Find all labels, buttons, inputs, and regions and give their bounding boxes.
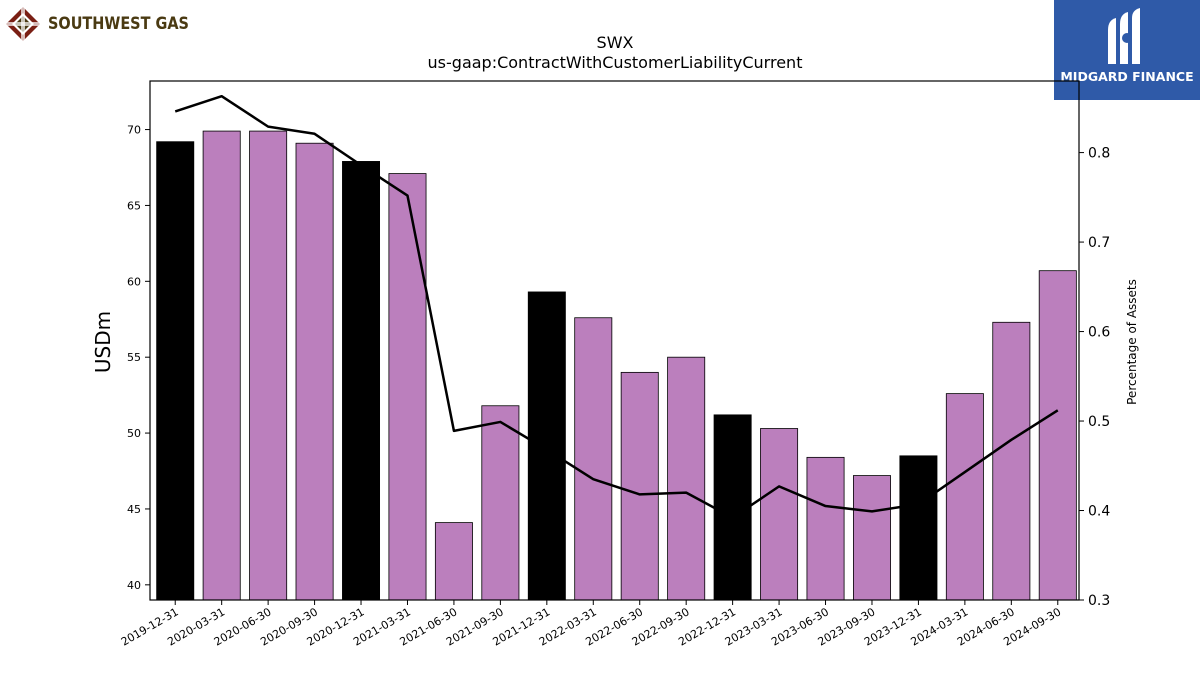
bar-2021-09-30 xyxy=(481,405,520,601)
y2-tick-label: 0.3 xyxy=(1088,593,1110,609)
midgard-finance-logo: MIDGARD FINANCE xyxy=(1054,0,1200,100)
y2-tick-label: 0.4 xyxy=(1088,504,1110,520)
southwest-gas-emblem-icon xyxy=(6,7,40,41)
y-tick-label: 45 xyxy=(127,503,141,516)
bar-2021-03-31 xyxy=(388,173,427,601)
bar-2022-09-30 xyxy=(667,356,706,601)
y2-tick-label: 0.7 xyxy=(1088,235,1110,251)
y-axis-label: USDm xyxy=(91,311,115,373)
bar-2024-09-30 xyxy=(1038,270,1077,601)
y-tick-label: 60 xyxy=(127,275,141,288)
bar-2023-06-30 xyxy=(806,456,845,601)
bar-2023-09-30 xyxy=(852,475,891,601)
bar-2022-03-31 xyxy=(574,317,613,601)
bar-2019-12-31 xyxy=(156,141,195,601)
y2-axis-label: Percentage of Assets xyxy=(1125,279,1139,405)
bar-2023-03-31 xyxy=(760,428,799,601)
y-tick-label: 40 xyxy=(127,579,141,592)
chart-subtitle: us-gaap:ContractWithCustomerLiabilityCur… xyxy=(428,53,803,72)
bar-2020-12-31 xyxy=(342,161,381,601)
y-tick-label: 70 xyxy=(127,124,141,137)
plot-frame xyxy=(149,80,1080,601)
y-tick-label: 55 xyxy=(127,351,141,364)
y-tick-label: 65 xyxy=(127,199,141,212)
bar-2024-06-30 xyxy=(992,321,1031,601)
y2-tick-label: 0.8 xyxy=(1088,146,1110,162)
bar-2022-06-30 xyxy=(620,371,659,601)
percentage-of-assets-line xyxy=(174,94,1059,519)
y-tick-label: 50 xyxy=(127,427,141,440)
bar-2023-12-31 xyxy=(899,455,938,601)
chart-title: SWX xyxy=(597,33,634,52)
bar-2021-06-30 xyxy=(434,522,473,601)
bar-2020-06-30 xyxy=(249,130,288,601)
midgard-finance-wordmark: MIDGARD FINANCE xyxy=(1060,69,1194,84)
bar-2024-03-31 xyxy=(945,393,984,601)
y2-tick-label: 0.5 xyxy=(1088,414,1110,430)
bar-2020-03-31 xyxy=(202,130,241,601)
bar-2021-12-31 xyxy=(527,291,566,601)
southwest-gas-logo: SOUTHWEST GAS xyxy=(4,4,214,44)
midgard-emblem-icon xyxy=(1108,8,1140,64)
southwest-gas-wordmark: SOUTHWEST GAS xyxy=(48,14,189,34)
bar-2020-09-30 xyxy=(295,142,334,601)
y2-tick-label: 0.6 xyxy=(1088,325,1110,341)
